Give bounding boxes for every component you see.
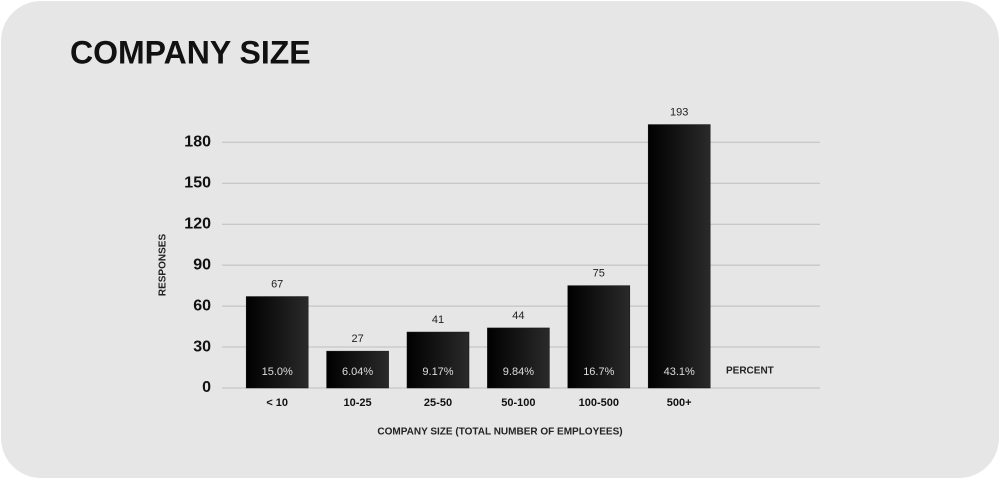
y-tick-label: 60: [193, 297, 211, 314]
value-label: 41: [432, 314, 444, 326]
x-tick-label: 500+: [667, 397, 692, 409]
bar: [567, 285, 631, 389]
y-tick-label: 180: [184, 134, 211, 151]
percent-label: 15.0%: [262, 366, 293, 378]
value-label: 67: [271, 278, 283, 290]
bar: [245, 296, 309, 389]
percent-label: 9.84%: [503, 366, 534, 378]
value-label: 193: [670, 106, 688, 118]
percent-label: 16.7%: [583, 366, 614, 378]
value-label: 27: [351, 333, 363, 345]
bar: [487, 327, 550, 389]
bar: [647, 124, 711, 389]
y-tick-label: 0: [202, 379, 211, 396]
x-axis-label: COMPANY SIZE (TOTAL NUMBER OF EMPLOYEES): [377, 427, 622, 438]
bar: [406, 331, 470, 389]
y-tick-label: 120: [184, 215, 211, 232]
x-tick-label: < 10: [266, 397, 288, 409]
y-tick-label: 30: [193, 338, 211, 355]
chart-title: COMPANY SIZE: [70, 34, 311, 70]
percent-label: 9.17%: [422, 366, 453, 378]
x-tick-label: 25-50: [424, 397, 452, 409]
y-axis-label: RESPONSES: [158, 234, 169, 297]
percent-label: 6.04%: [342, 366, 373, 378]
value-label: 44: [512, 310, 524, 322]
percent-label: 43.1%: [664, 366, 695, 378]
value-label: 75: [593, 268, 605, 280]
x-tick-label: 100-500: [579, 397, 619, 409]
x-tick-label: 50-100: [501, 397, 535, 409]
bar: [326, 350, 389, 389]
y-tick-label: 90: [193, 256, 211, 273]
percent-title: PERCENT: [726, 366, 774, 377]
x-tick-label: 10-25: [344, 397, 372, 409]
y-tick-label: 150: [184, 174, 211, 191]
